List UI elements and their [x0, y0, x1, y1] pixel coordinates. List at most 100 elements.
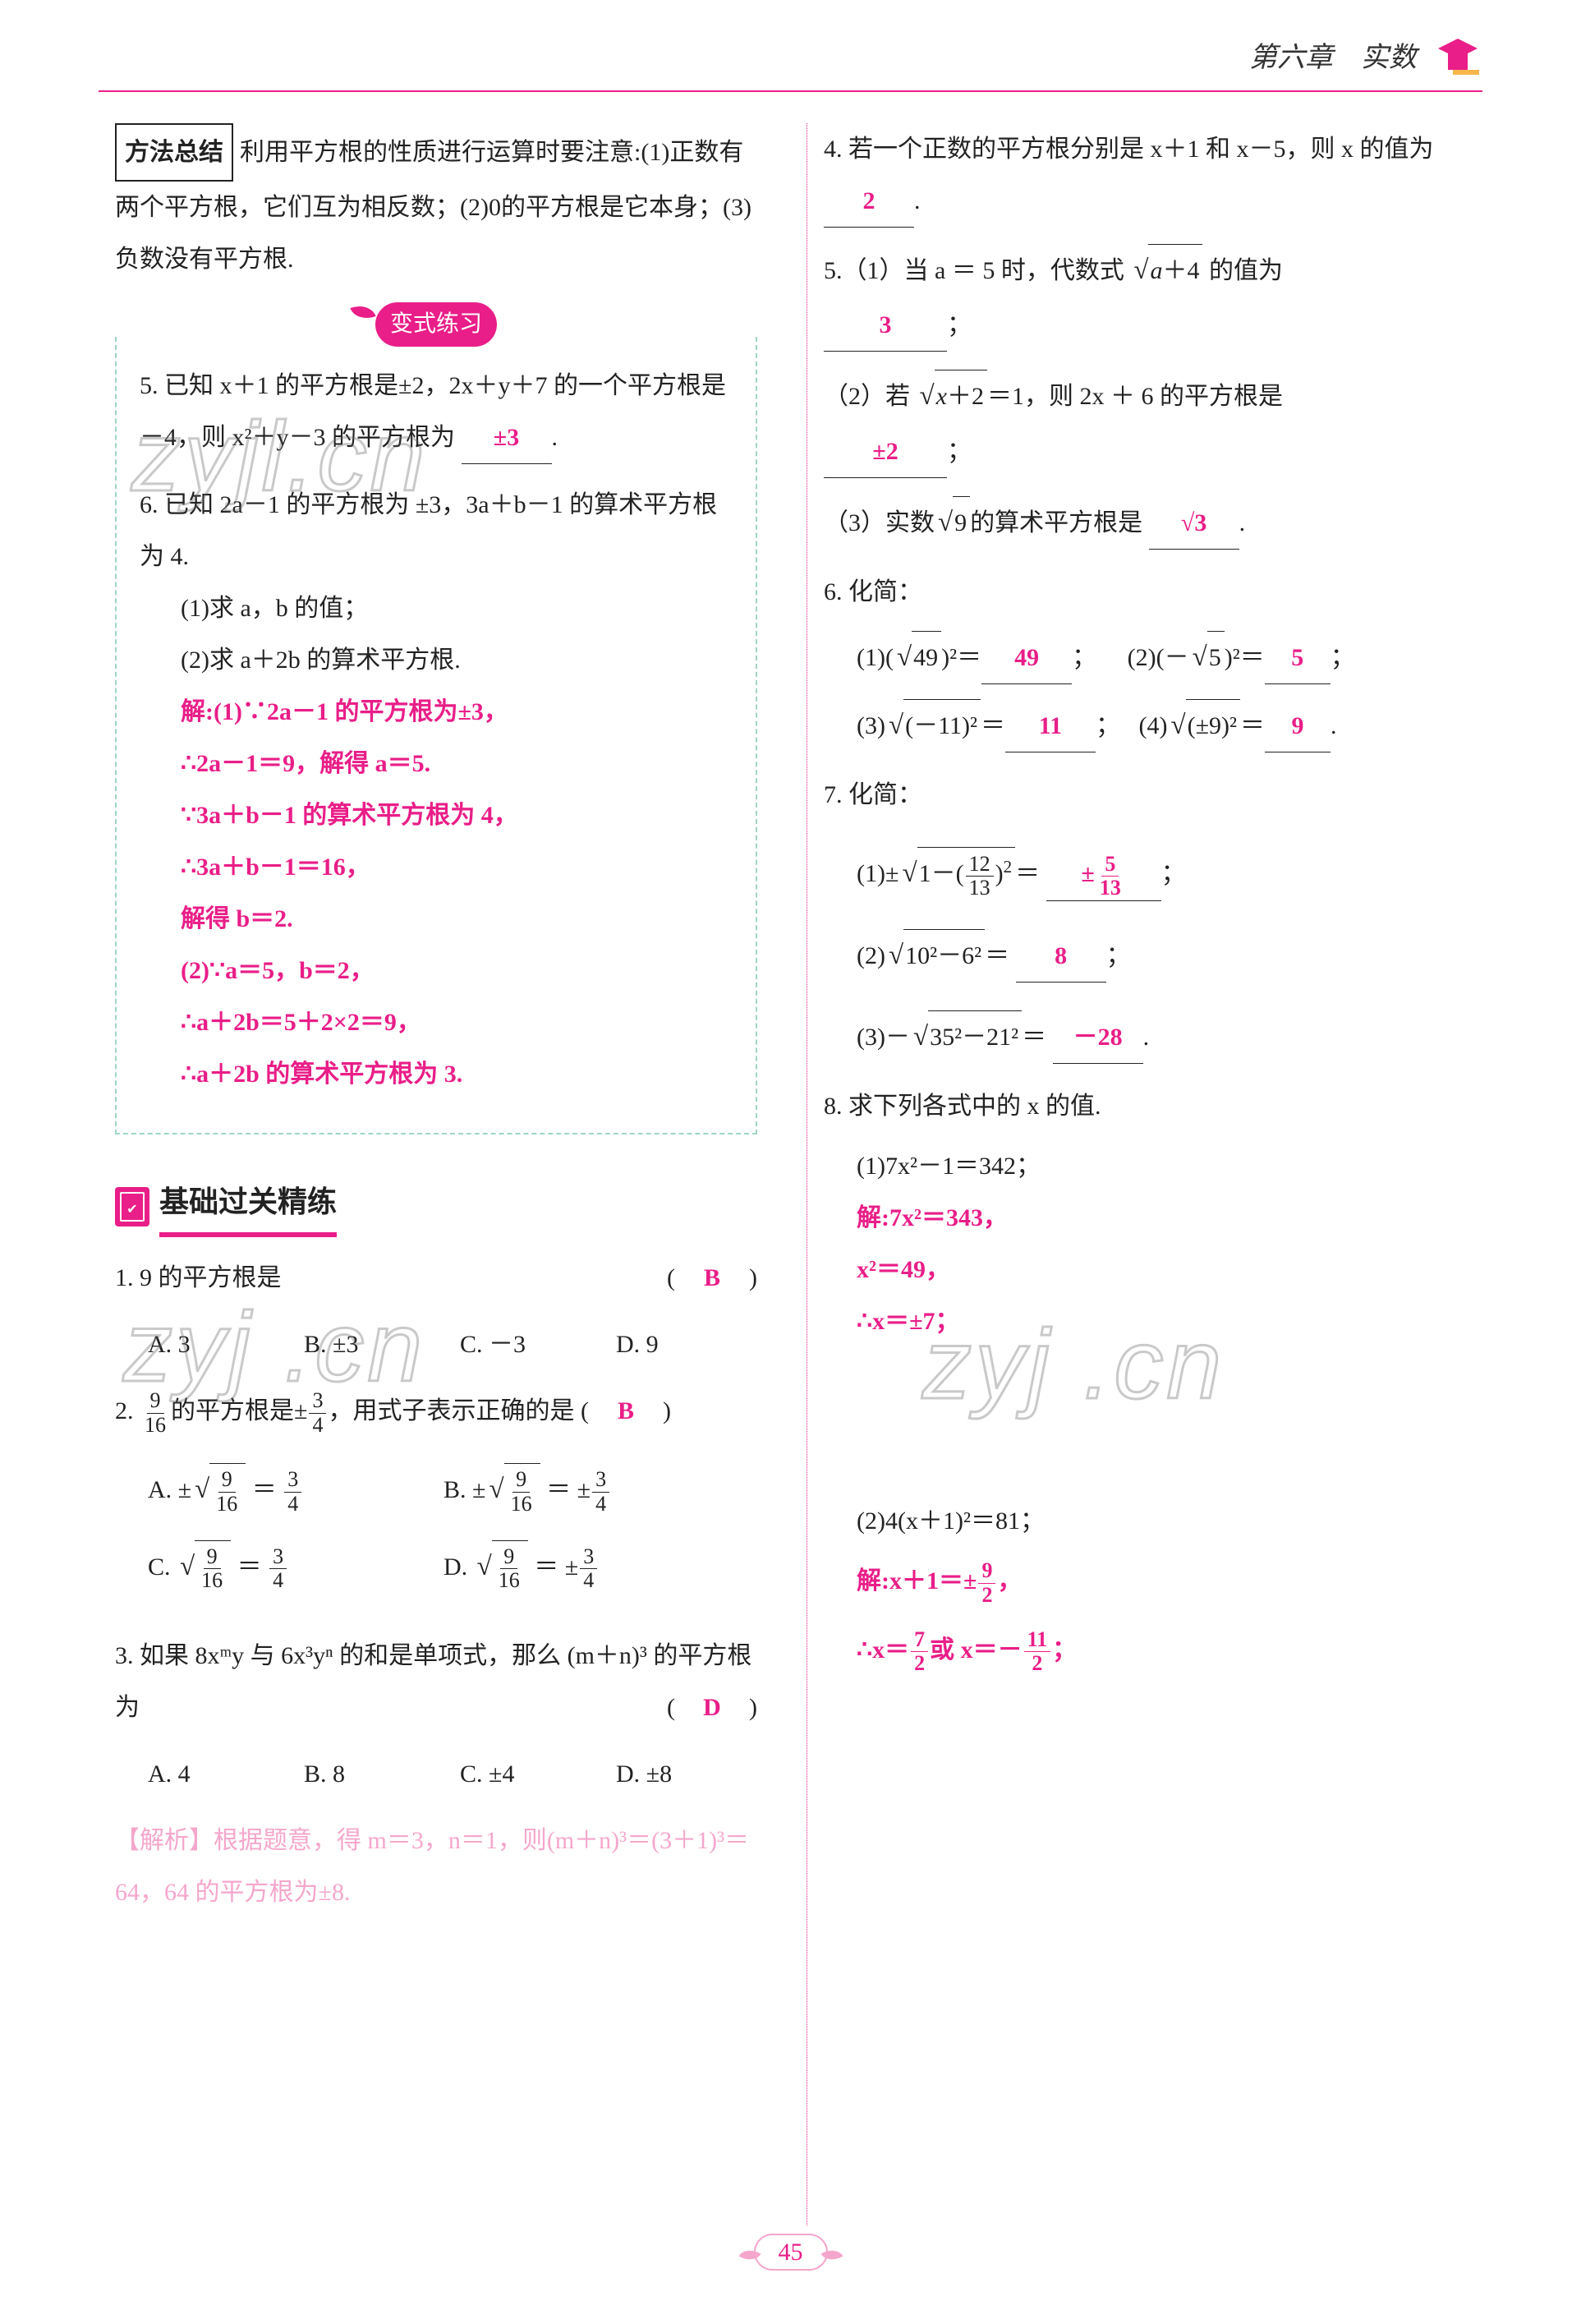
r-q6-a2-ans: 5	[1291, 644, 1303, 671]
r-q8-p2-l1-pre: 解:x＋1＝±	[857, 1567, 977, 1595]
r-q6-a2-blank: 5	[1265, 632, 1331, 684]
r-q6-a3-ans: 11	[1039, 712, 1062, 739]
frac-11-2: 112	[1024, 1628, 1051, 1676]
r-q7-p2-semi: ；	[1106, 942, 1131, 969]
r-q8-p1-sol-0: 解:7x²＝343，	[857, 1192, 1466, 1244]
checklist-icon	[115, 1187, 149, 1226]
sqrt-9: 9	[935, 495, 970, 551]
r-q8-p1: (1)7x²－1＝342；	[824, 1140, 1466, 1192]
b1-paren: ( B )	[667, 1252, 757, 1304]
method-label: 方法总结	[115, 123, 233, 182]
leaf-icon	[350, 301, 375, 324]
b2-ans: B	[614, 1385, 638, 1437]
sqrt-pm9: (±9)²	[1167, 697, 1240, 754]
b2-post: ，用式子表示正确的是	[328, 1397, 574, 1424]
b1-D: D. 9	[616, 1318, 739, 1370]
r-q8-p2-l2-post: ；	[1052, 1636, 1077, 1664]
r-q6-row2: (3)(－11)²＝11； (4)(±9)²＝9.	[824, 697, 1466, 754]
b2: 2. 916的平方根是±34，用式子表示正确的是 ( B ) A. ±916 ＝…	[115, 1385, 757, 1615]
r-q6-a4-pre: (4)	[1138, 712, 1167, 739]
b2-frac2: 34	[309, 1389, 326, 1437]
q6-left: 6. 已知 2a－1 的平方根为 ±3，3a＋b－1 的算术平方根为 4. (1…	[140, 479, 733, 1100]
sqrt-5: 5	[1189, 629, 1225, 686]
q6-sol-0: 解:(1)∵2a－1 的平方根为±3，	[181, 686, 733, 738]
r-q5-p3: （3）实数9的算术平方根是 √3.	[824, 495, 1466, 551]
frac-9-2: 92	[978, 1559, 995, 1607]
sqrt-q7-1: 1－(1213)2	[899, 845, 1015, 902]
r-q7: 7. 化简： (1)±1－(1213)2＝ ±513； (2)10²－6²＝ 8…	[824, 769, 1466, 1065]
q6-sol-4: 解得 b＝2.	[181, 893, 733, 945]
r-q7-p1: (1)±1－(1213)2＝ ±513；	[824, 845, 1466, 902]
q6-sol-5: (2)∵a＝5，b＝2，	[181, 945, 733, 996]
b1-C: C. －3	[460, 1318, 583, 1370]
sqrt-a4: a＋4	[1130, 242, 1202, 299]
r-q5-p1-post: 的值为	[1202, 257, 1283, 284]
r-q7-p3-period: .	[1143, 1024, 1150, 1051]
q6-p1: (1)求 a，b 的值；	[140, 582, 733, 634]
b2-B: B. ±916 ＝ ±34	[444, 1461, 690, 1518]
b3-A: A. 4	[148, 1748, 271, 1800]
r-q4-ans: 2	[863, 187, 876, 214]
r-q6-a1-post: )²＝	[941, 644, 981, 671]
page-number: 45	[754, 2234, 828, 2271]
r-q6-a1-blank: 49	[981, 632, 1072, 684]
r-q4: 4. 若一个正数的平方根分别是 x＋1 和 x－5，则 x 的值为 2.	[824, 123, 1466, 228]
r-q6-a3-pre: (3)	[857, 712, 885, 739]
r-q8-p2-l2-pre: ∴x＝	[857, 1636, 909, 1664]
b1: 1. 9 的平方根是 ( B ) A. 3 B. ±3 C. －3 D. 9 z…	[115, 1252, 757, 1370]
r-q7-p1-semi: ；	[1161, 860, 1186, 887]
r-q6-a2-pre: (2)(－	[1128, 644, 1189, 671]
q5-period: .	[552, 424, 558, 451]
q6-stem: 6. 已知 2a－1 的平方根为 ±3，3a＋b－1 的算术平方根为 4.	[140, 479, 733, 582]
b1-options: A. 3 B. ±3 C. －3 D. 9	[115, 1318, 757, 1370]
q6-p2: (2)求 a＋2b 的算术平方根.	[140, 634, 733, 686]
r-q5-p1-blank: 3	[824, 299, 947, 352]
r-q5-p3-blank: √3	[1149, 497, 1239, 550]
b1-ans: B	[700, 1252, 724, 1304]
r-q6-a4-period: .	[1331, 712, 1337, 739]
r-q8-title: 8. 求下列各式中的 x 的值.	[824, 1080, 1466, 1132]
sqrt-neg11: (－11)²	[885, 697, 981, 754]
b3-options: A. 4 B. 8 C. ±4 D. ±8	[115, 1748, 757, 1800]
r-q6-a1-semi: ；	[1072, 644, 1096, 671]
q6-sol-2: ∵3a＋b－1 的算术平方根为 4，	[181, 789, 733, 841]
r-q7-p1-blank: ±513	[1046, 848, 1161, 900]
r-q5-p1-ans: 3	[880, 311, 892, 338]
b1-A: A. 3	[148, 1318, 271, 1370]
r-q7-title: 7. 化简：	[824, 769, 1466, 821]
r-q8-p2-sol: 解:x＋1＝±92， ∴x＝72或 x＝－112；	[824, 1555, 1466, 1675]
b3-B: B. 8	[304, 1748, 427, 1800]
q6-sol-6: ∴a＋2b＝5＋2×2＝9，	[181, 996, 733, 1048]
b2-A: A. ±916 ＝ 34	[148, 1461, 394, 1518]
r-q5-p3-ans: √3	[1181, 509, 1206, 536]
r-q6-title: 6. 化简：	[824, 566, 1466, 618]
r-q6-a3-blank: 11	[1005, 700, 1096, 752]
r-q8: 8. 求下列各式中的 x 的值. (1)7x²－1＝342； 解:7x²＝343…	[824, 1080, 1466, 1675]
b3-C: C. ±4	[460, 1748, 583, 1800]
r-q4-blank: 2	[824, 175, 914, 228]
r-q7-p2: (2)10²－6²＝ 8；	[824, 927, 1466, 984]
q5-left: 5. 已知 x＋1 的平方根是±2，2x＋y＋7 的一个平方根是－4，则 x²＋…	[140, 360, 733, 464]
header-rule	[99, 90, 1482, 92]
analysis-label: 【解析】	[115, 1827, 214, 1854]
frac-7-2: 72	[911, 1628, 928, 1676]
r-q5-p3-pre: （3）实数	[824, 509, 935, 536]
r-q6: 6. 化简： (1)(49)²＝49； (2)(－5)²＝5； (3)(－11)…	[824, 566, 1466, 755]
right-column: 4. 若一个正数的平方根分别是 x＋1 和 x－5，则 x 的值为 2. 5. （…	[807, 123, 1466, 2225]
chapter-icon	[1433, 34, 1482, 83]
r-q6-a4-blank: 9	[1265, 700, 1331, 752]
r-q6-a1-ans: 49	[1014, 644, 1039, 671]
b3-ans: D	[700, 1682, 724, 1733]
b3-analysis: 【解析】根据题意，得 m＝3，n＝1，则(m＋n)³＝(3＋1)³＝64，64 …	[115, 1815, 757, 1918]
r-q6-a4-ans: 9	[1292, 712, 1304, 739]
sqrt-49: 49	[894, 629, 941, 686]
r-q7-p3: (3)－35²－21²＝ －28.	[824, 1009, 1466, 1065]
q5-text: 5. 已知 x＋1 的平方根是±2，2x＋y＋7 的一个平方根是－4，则 x²＋…	[140, 372, 726, 451]
left-column: 方法总结利用平方根的性质进行运算时要注意:(1)正数有两个平方根，它们互为相反数…	[115, 123, 774, 2225]
r-q8-p2-l2-mid: 或 x＝－	[930, 1636, 1023, 1664]
b2-pre: 2.	[115, 1397, 140, 1424]
r-q8-p1-sol-2: ∴x＝±7；	[857, 1295, 1466, 1347]
b3-D: D. ±8	[616, 1748, 739, 1800]
r-q4-period: .	[914, 187, 921, 214]
basics-label: 基础过关精练	[159, 1176, 337, 1237]
